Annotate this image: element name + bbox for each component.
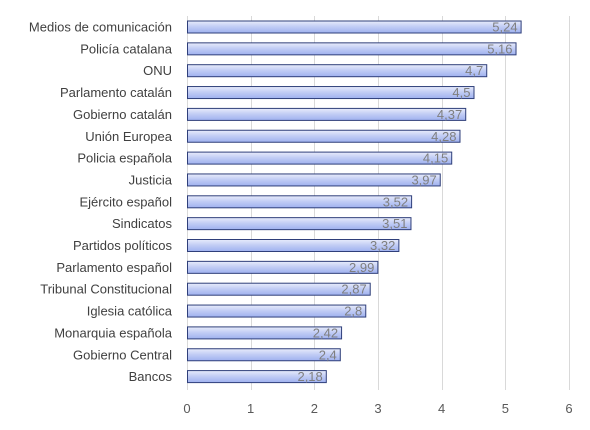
data-label: 4,7	[465, 63, 483, 78]
category-label: Medios de comunicación	[29, 20, 172, 35]
category-label: Sindicatos	[112, 216, 172, 231]
bar	[187, 217, 412, 231]
bar	[187, 129, 461, 143]
data-label: 4,28	[431, 129, 456, 144]
bar	[187, 195, 413, 209]
bar	[187, 348, 341, 362]
data-labels: 5,24 5,16 4,7 4,5 4,37 4,28 4,15 3,973,52 3,51 3,…	[297, 20, 517, 385]
category-label: Monarquia española	[54, 325, 173, 340]
x-tick-label: 0	[183, 401, 190, 416]
data-label: 3,32	[370, 238, 395, 253]
data-label: 4,5	[452, 85, 470, 100]
bar	[187, 260, 379, 274]
category-labels: Medios de comunicación Policía catalana ON…	[29, 20, 173, 385]
category-label: Justicia	[129, 172, 173, 187]
bar	[187, 64, 488, 78]
category-label: Iglesia católica	[87, 304, 173, 319]
bar	[187, 173, 441, 187]
data-label: 3,97	[411, 172, 436, 187]
bars	[187, 20, 522, 384]
category-label: Parlamento catalán	[60, 85, 172, 100]
x-tick-label: 1	[247, 401, 254, 416]
x-tick-label: 4	[438, 401, 445, 416]
x-tick-label: 5	[502, 401, 509, 416]
bar	[187, 326, 343, 340]
data-label: 5,16	[487, 41, 512, 56]
category-label: Policía catalana	[80, 41, 173, 56]
data-label: 4,15	[423, 151, 448, 166]
bar	[187, 86, 475, 100]
category-label: Unión Europea	[85, 129, 172, 144]
data-label: 2,18	[297, 369, 322, 384]
category-label: Partidos políticos	[73, 238, 172, 253]
data-label: 2,87	[341, 282, 366, 297]
bar	[187, 282, 371, 296]
category-label: Tribunal Constitucional	[40, 282, 172, 297]
data-label: 2,99	[349, 260, 374, 275]
data-label: 2,4	[319, 347, 337, 362]
data-label: 3,52	[383, 194, 408, 209]
data-label: 2,8	[344, 304, 362, 319]
category-label: Bancos	[129, 369, 173, 384]
category-label: Gobierno Central	[73, 347, 172, 362]
bar	[187, 107, 467, 121]
data-label: 4,37	[437, 107, 462, 122]
category-label: Parlamento español	[56, 260, 172, 275]
bar	[187, 239, 400, 252]
bar	[187, 151, 453, 165]
bar	[187, 304, 367, 318]
category-label: ONU	[143, 63, 172, 78]
data-label: 3,51	[382, 216, 407, 231]
data-label: 2,42	[313, 325, 338, 340]
bar	[187, 20, 522, 34]
x-axis-tick-labels: 0 1 2 3 4 5 6	[183, 401, 572, 416]
x-tick-label: 3	[374, 401, 381, 416]
category-label: Gobierno catalán	[73, 107, 172, 122]
x-tick-label: 6	[565, 401, 572, 416]
data-label: 5,24	[492, 20, 517, 35]
bar	[187, 42, 517, 56]
x-tick-label: 2	[311, 401, 318, 416]
category-label: Ejército español	[80, 194, 173, 209]
bar	[187, 370, 327, 384]
category-label: Policia española	[77, 151, 172, 166]
